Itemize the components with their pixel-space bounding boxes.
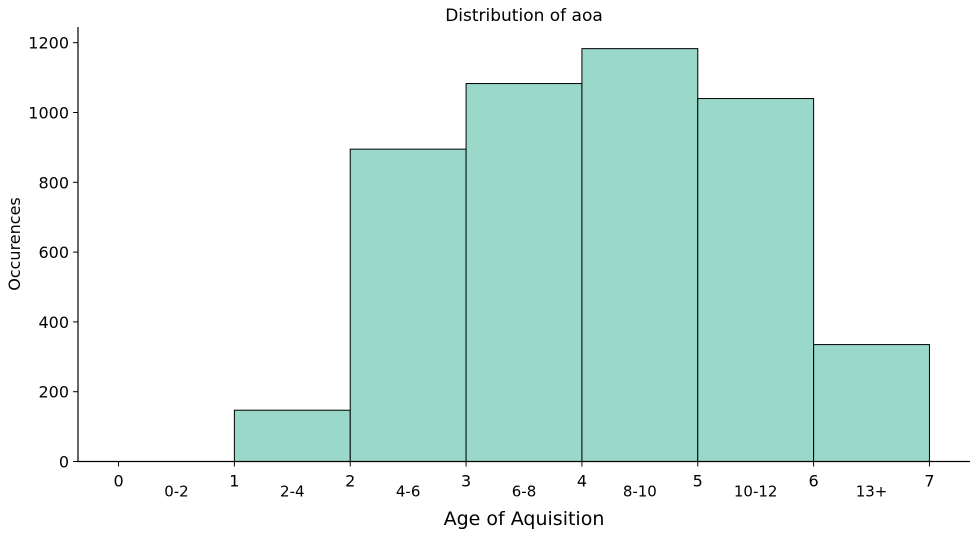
x-tick-label: 4 — [577, 472, 587, 491]
category-label: 4-6 — [396, 483, 421, 501]
y-tick-label: 800 — [38, 173, 69, 192]
bar-8-10 — [581, 48, 699, 462]
bar-6-8 — [465, 83, 583, 462]
y-tick-label: 400 — [38, 313, 69, 332]
category-label: 10-12 — [734, 483, 778, 501]
x-axis-label: Age of Aquisition — [444, 508, 605, 530]
x-tick-label: 2 — [345, 472, 355, 491]
category-label: 0-2 — [164, 483, 189, 501]
x-tick-label: 7 — [924, 472, 934, 491]
y-tick-label: 200 — [38, 383, 69, 402]
category-label: 13+ — [856, 483, 888, 501]
bar-4-6 — [349, 148, 467, 462]
category-label: 8-10 — [623, 483, 657, 501]
bar-2-4 — [233, 409, 351, 463]
x-tick-label: 6 — [809, 472, 819, 491]
ticks-group: 0 200 400 600 800 1000 1200 0 1 2 3 4 5 6 7 0-2 2-4 4-6 6-… — [28, 34, 934, 501]
bar-13+ — [813, 344, 930, 462]
x-tick-label: 0 — [113, 472, 123, 491]
y-tick-label: 1000 — [28, 104, 69, 123]
x-tick-label: 1 — [229, 472, 239, 491]
y-tick-label: 0 — [59, 453, 69, 472]
x-tick-label: 3 — [461, 472, 471, 491]
category-label: 2-4 — [280, 483, 305, 501]
x-tick-label: 5 — [693, 472, 703, 491]
y-tick-label: 600 — [38, 243, 69, 262]
y-axis-label: Occurences — [5, 197, 24, 291]
chart-title: Distribution of aoa — [445, 6, 603, 26]
y-tick-label: 1200 — [28, 34, 69, 53]
bars-group — [233, 48, 930, 463]
bar-10-12 — [697, 98, 815, 462]
axes-group — [77, 27, 970, 463]
category-label: 6-8 — [512, 483, 537, 501]
